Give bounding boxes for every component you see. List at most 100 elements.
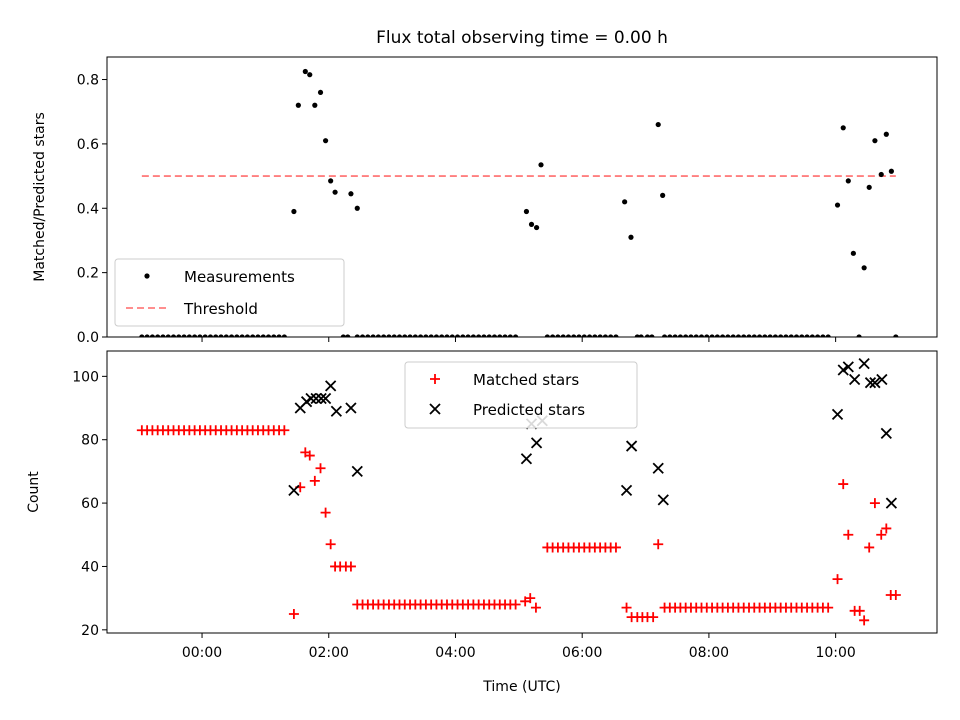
matched-star-point <box>864 542 875 553</box>
measurement-point <box>491 334 498 337</box>
measurement-point <box>255 334 261 337</box>
measurement-point <box>149 334 156 337</box>
measurement-point <box>250 334 256 337</box>
legend-predicted-label: Predicted stars <box>473 401 585 419</box>
measurement-point <box>644 334 651 337</box>
measurement-point <box>735 334 742 337</box>
measurement-point <box>820 334 826 337</box>
predicted-star-point <box>345 402 357 414</box>
predicted-star-point <box>305 392 317 405</box>
top-y-tick-label: 0.2 <box>77 266 99 282</box>
bottom-data-layer <box>136 358 901 626</box>
measurement-point <box>317 89 324 96</box>
measurement-point <box>751 334 757 337</box>
measurement-point <box>160 334 166 337</box>
predicted-star-point <box>848 373 861 386</box>
measurement-point <box>291 208 297 215</box>
measurement-point <box>418 334 424 337</box>
measurement-point <box>592 334 598 337</box>
measurement-point <box>481 334 487 337</box>
measurement-point <box>407 334 413 337</box>
legend-threshold-label: Threshold <box>183 300 258 318</box>
measurement-point <box>207 334 214 337</box>
bottom-y-tick-label: 40 <box>81 559 99 575</box>
bottom-x-tick-label: 02:00 <box>309 645 349 661</box>
measurement-point <box>359 334 366 337</box>
bottom-axes-frame <box>106 350 938 634</box>
bottom-x-tick-label: 00:00 <box>182 645 222 661</box>
matched-star-point <box>869 498 880 509</box>
top-legend-box <box>114 258 345 327</box>
measurement-point <box>788 334 794 337</box>
matched-star-point <box>859 615 870 626</box>
measurement-point <box>454 334 461 337</box>
measurement-point <box>402 334 408 337</box>
measurement-point <box>840 125 846 131</box>
matched-star-point <box>315 463 326 474</box>
bottom-y-tick-label: 20 <box>81 623 99 639</box>
matched-star-point <box>510 599 521 610</box>
measurement-point <box>628 234 634 240</box>
measurement-point <box>381 334 387 337</box>
measurement-point <box>834 202 841 208</box>
bottom-x-tick-label: 08:00 <box>689 645 729 661</box>
measurement-point <box>197 334 203 337</box>
measurement-point <box>799 334 805 337</box>
matched-star-point <box>843 529 854 540</box>
predicted-star-point <box>310 392 322 405</box>
measurement-point <box>815 334 821 337</box>
predicted-star-point <box>880 427 892 440</box>
measurement-point <box>528 221 535 227</box>
measurement-point <box>809 334 815 337</box>
matched-star-point <box>325 539 336 550</box>
bottom-y-axis-label: Count <box>26 471 42 513</box>
matched-star-point <box>890 589 901 600</box>
measurement-point <box>340 334 346 337</box>
measurement-point <box>688 334 694 337</box>
predicted-star-point <box>319 392 332 405</box>
measurement-point <box>328 178 334 184</box>
matched-star-point <box>653 539 664 550</box>
matched-star-point <box>530 602 541 613</box>
top-y-tick-label: 0.0 <box>77 330 99 346</box>
measurement-point <box>513 334 519 337</box>
measurement-point <box>667 334 673 337</box>
measurement-point <box>597 334 603 337</box>
measurement-point <box>856 334 862 337</box>
measurement-point <box>544 334 550 337</box>
measurement-point <box>502 334 508 337</box>
matched-star-point <box>309 475 320 486</box>
measurement-point <box>581 334 587 337</box>
measurement-point <box>365 334 371 337</box>
measurement-point <box>550 334 556 337</box>
measurement-point <box>704 334 710 337</box>
measurement-point <box>714 334 720 337</box>
top-y-axis-label: Matched/Predicted stars <box>32 112 48 282</box>
measurement-point <box>565 334 572 337</box>
measurement-point <box>354 205 360 211</box>
top-y-tick-label: 0.4 <box>77 201 99 217</box>
predicted-star-point <box>858 358 870 370</box>
predicted-star-point <box>657 494 669 506</box>
predicted-star-point <box>652 462 664 474</box>
measurement-point <box>370 334 376 337</box>
bottom-x-tick-label: 04:00 <box>435 645 475 661</box>
measurement-point <box>693 334 699 337</box>
top-axes-frame <box>106 56 938 338</box>
measurement-point <box>460 334 466 337</box>
measurement-point <box>348 191 354 197</box>
measurement-point <box>586 334 593 337</box>
legend-measurements-label: Measurements <box>184 268 295 286</box>
measurement-point <box>893 334 899 337</box>
top-data-layer <box>139 68 899 337</box>
bottom-x-tick-label: 10:00 <box>815 645 855 661</box>
matched-star-point <box>823 602 834 613</box>
measurement-point <box>271 334 277 337</box>
measurement-point <box>176 334 182 337</box>
measurement-point <box>698 334 705 337</box>
measurement-point <box>449 334 455 337</box>
measurement-point <box>660 192 666 198</box>
measurement-point <box>576 334 582 337</box>
predicted-star-point <box>520 453 533 465</box>
measurement-point <box>720 334 726 337</box>
